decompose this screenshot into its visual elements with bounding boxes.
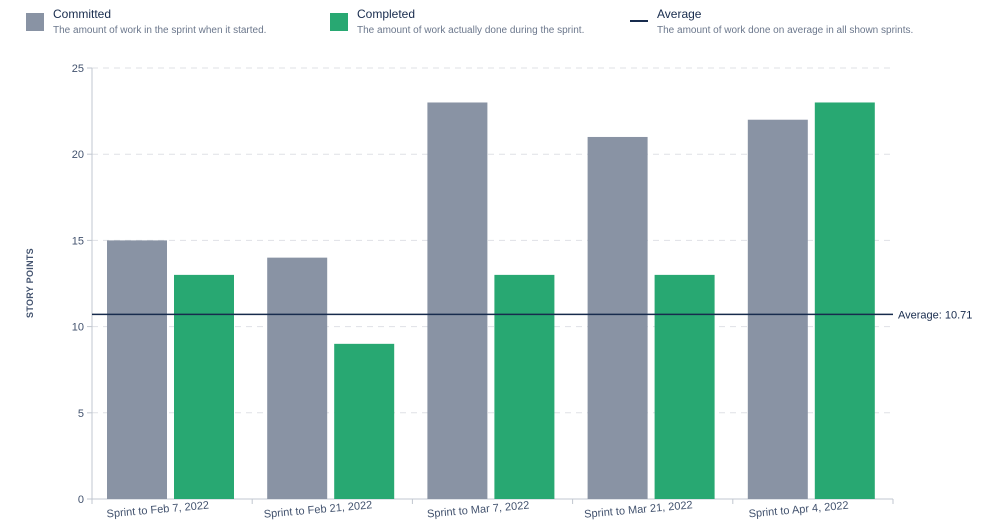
y-tick-label: 15 — [72, 235, 84, 247]
legend-average-desc: The amount of work done on average in al… — [657, 25, 914, 36]
bar-completed — [494, 274, 555, 499]
x-tick-label: Sprint to Apr 4, 2022 — [748, 500, 849, 521]
bar-completed — [654, 274, 715, 499]
legend: Committed The amount of work in the spri… — [0, 0, 999, 50]
legend-completed-title: Completed — [357, 7, 416, 21]
y-tick-label: 25 — [72, 63, 84, 75]
y-tick-label: 10 — [72, 322, 84, 334]
legend-completed[interactable]: Completed The amount of work actually do… — [330, 6, 584, 38]
legend-committed-desc: The amount of work in the sprint when it… — [53, 25, 267, 36]
x-tick-label: Sprint to Mar 7, 2022 — [427, 500, 530, 521]
y-tick-label: 5 — [78, 408, 84, 420]
legend-completed-desc: The amount of work actually done during … — [357, 25, 585, 36]
x-tick-label: Sprint to Feb 21, 2022 — [263, 499, 372, 520]
legend-average-title: Average — [657, 7, 702, 21]
y-tick-label: 0 — [78, 494, 84, 506]
average-swatch — [630, 20, 648, 22]
bar-committed — [107, 240, 167, 499]
y-tick-label: 20 — [72, 149, 84, 161]
legend-average[interactable]: Average The amount of work done on avera… — [630, 6, 913, 38]
bar-committed — [427, 102, 488, 499]
legend-committed[interactable]: Committed The amount of work in the spri… — [26, 6, 266, 38]
x-tick-label: Sprint to Mar 21, 2022 — [584, 499, 693, 520]
bar-completed — [174, 274, 234, 499]
bar-completed — [334, 343, 395, 499]
bar-completed — [814, 102, 875, 499]
legend-committed-title: Committed — [53, 7, 112, 21]
committed-swatch — [26, 13, 44, 31]
bar-committed — [587, 136, 648, 499]
completed-swatch — [330, 13, 348, 31]
bar-committed — [267, 257, 328, 499]
x-tick-label: Sprint to Feb 7, 2022 — [106, 500, 209, 521]
average-label: Average: 10.71 — [898, 309, 972, 321]
bar-committed — [747, 119, 808, 499]
